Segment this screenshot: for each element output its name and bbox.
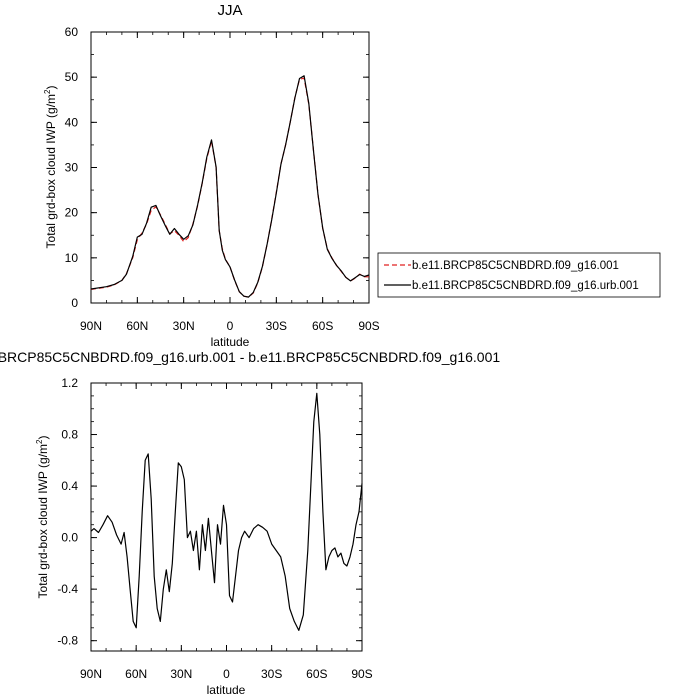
top-x-tick-label: 0 xyxy=(227,319,234,333)
bottom-y-tick-label: -0.8 xyxy=(57,634,78,648)
bottom-y-axis-label: Total grd-box cloud IWP (g/m2) xyxy=(35,436,50,599)
top-y-tick-label: 40 xyxy=(65,115,79,129)
top-x-tick-label: 90N xyxy=(80,319,102,333)
top-y-tick-label: 60 xyxy=(65,25,79,39)
top-chart-title: JJA xyxy=(217,2,242,19)
bottom-y-axis-label-end: ) xyxy=(36,436,50,440)
top-x-tick-label: 30N xyxy=(173,319,195,333)
top-y-axis-label-end: ) xyxy=(44,86,58,90)
top-x-tick-label: 30S xyxy=(266,319,287,333)
legend-label-urban: b.e11.BRCP85C5CNBDRD.f09_g16.urb.001 xyxy=(412,280,639,292)
top-y-tick-label: 20 xyxy=(65,206,79,220)
top-plot-frame xyxy=(90,31,370,304)
bottom-y-axis-label-main: Total grd-box cloud IWP (g/m xyxy=(36,444,50,599)
bottom-y-tick-label: 0.4 xyxy=(61,479,78,493)
legend-box xyxy=(377,252,661,298)
bottom-y-tick-label: 1.2 xyxy=(61,376,78,390)
bottom-x-tick-label: 90S xyxy=(351,667,372,681)
bottom-x-tick-label: 90N xyxy=(80,667,102,681)
top-y-tick-label: 30 xyxy=(65,161,79,175)
bottom-y-tick-label: 0.8 xyxy=(61,428,78,442)
bottom-series-line-1 xyxy=(90,392,363,632)
bottom-x-axis-label: latitude xyxy=(207,683,246,697)
bottom-plot-area: 90N 60N 30N 0 30S 60S 90S -0.8 -0.4 0.0 0.4 0.8 1.2 xyxy=(57,376,372,681)
bottom-x-tick-label: 60S xyxy=(306,667,327,681)
bottom-x-tick-label: 0 xyxy=(223,667,230,681)
top-x-axis-label: latitude xyxy=(211,335,250,349)
top-series-line-2 xyxy=(90,75,370,298)
top-x-tick-label: 90S xyxy=(358,319,379,333)
top-y-axis-label-sup: 2 xyxy=(43,89,52,94)
top-series-line-1 xyxy=(90,77,369,298)
top-plot-area: 90N 60N 30N 0 30S 60S 90S 0 10 20 30 40 50 60 xyxy=(65,25,380,333)
top-y-axis-label: Total grd-box cloud IWP (g/m2) xyxy=(43,86,58,249)
bottom-y-tick-label: 0.0 xyxy=(61,531,78,545)
bottom-x-tick-label: 30N xyxy=(170,667,192,681)
bottom-x-tick-label: 30S xyxy=(261,667,282,681)
top-y-tick-label: 0 xyxy=(71,296,78,310)
bottom-chart-title: b.e11.BRCP85C5CNBDRD.f09_g16.urb.001 - b… xyxy=(0,349,500,365)
top-x-tick-label: 60N xyxy=(126,319,148,333)
bottom-y-axis-label-sup: 2 xyxy=(35,439,44,444)
bottom-y-tick-label: -0.4 xyxy=(57,582,78,596)
bottom-x-tick-label: 60N xyxy=(125,667,147,681)
top-y-tick-label: 10 xyxy=(65,251,79,265)
top-y-tick-label: 50 xyxy=(65,70,79,84)
legend-label-control: b.e11.BRCP85C5CNBDRD.f09_g16.001 xyxy=(412,260,619,272)
top-x-tick-label: 60S xyxy=(312,319,333,333)
top-y-axis-label-main: Total grd-box cloud IWP (g/m xyxy=(44,94,58,249)
